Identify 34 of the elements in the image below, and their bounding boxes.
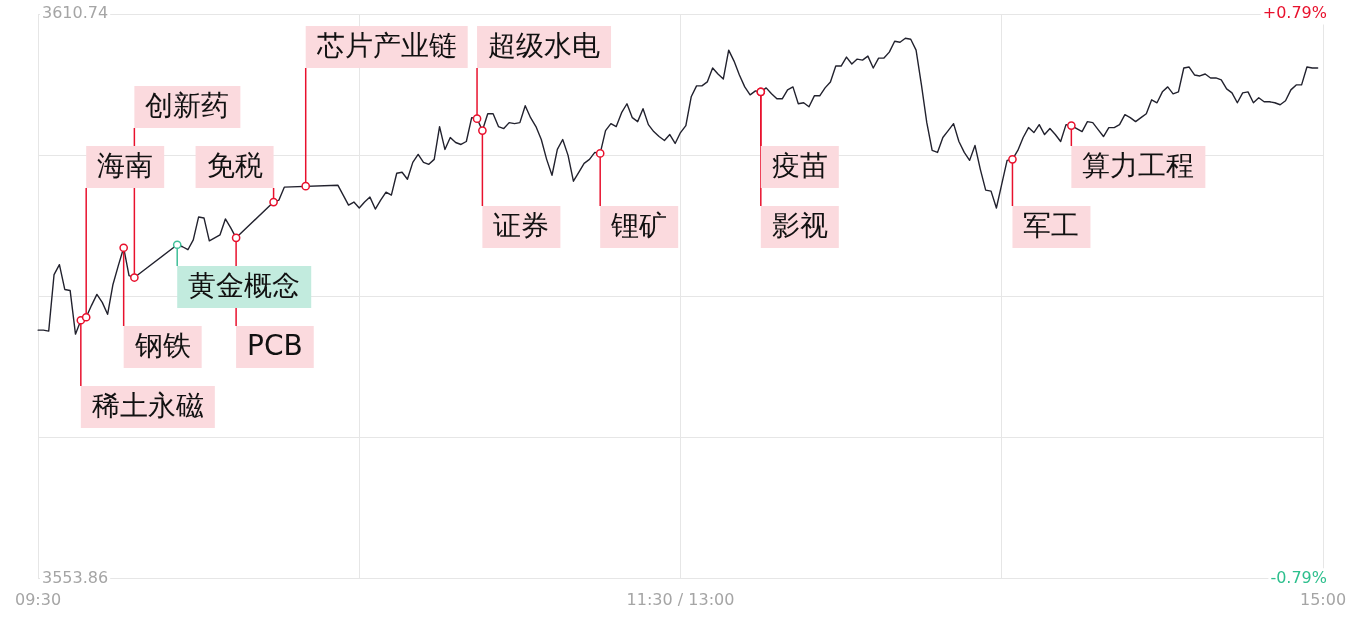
data-label: 超级水电	[488, 29, 601, 63]
point	[472, 114, 482, 124]
point	[231, 233, 241, 243]
point	[1008, 155, 1017, 164]
point	[81, 312, 91, 322]
data-label: 黄金概念	[188, 269, 301, 303]
data-label: 疫苗	[771, 149, 828, 183]
y-tick-label: 3553.86	[42, 567, 109, 587]
data-label: 芯片产业链	[315, 29, 457, 63]
point	[119, 243, 129, 253]
point	[269, 197, 278, 207]
data-label: 影视	[771, 209, 828, 243]
x-tick-label: 15:00	[1299, 589, 1347, 609]
data-label: 锂矿	[610, 209, 668, 243]
data-label: 创新药	[145, 89, 230, 123]
data-label: 免税	[206, 149, 263, 183]
data-label: 军工	[1023, 209, 1080, 243]
x-tick-label: 11:30 / 13:00	[626, 589, 735, 609]
y2-tick-label: -0.79%	[1270, 567, 1327, 587]
y2-tick-label: +0.79%	[1262, 3, 1327, 23]
data-label: 证券	[493, 209, 550, 243]
point	[1067, 121, 1076, 130]
point	[478, 126, 487, 135]
y-tick-label: 3610.74	[42, 3, 109, 23]
point	[130, 273, 139, 282]
point	[595, 149, 605, 158]
data-label: 稀土永磁	[91, 389, 204, 423]
point	[301, 181, 311, 191]
data-label: 海南	[97, 149, 154, 183]
x-tick-label: 09:30	[14, 589, 62, 609]
point	[172, 240, 182, 250]
data-label: 钢铁	[133, 329, 191, 363]
data-label: PCB	[247, 329, 303, 363]
data-label: 算力工程	[1082, 149, 1195, 183]
